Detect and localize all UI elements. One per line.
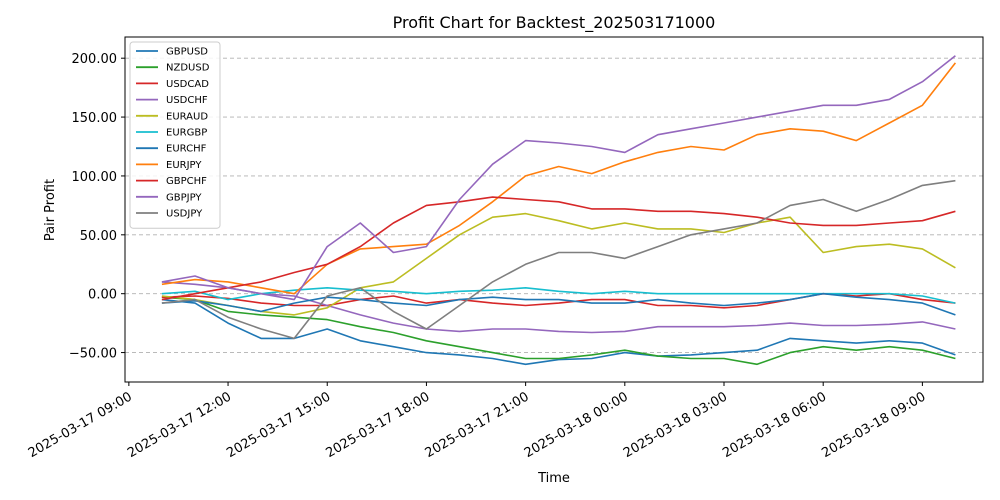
legend-label: GBPUSD <box>166 47 208 58</box>
series-layer <box>161 55 957 366</box>
legend: GBPUSD NZDUSD USDCAD USDCHF EURAUD EURGBP EURC… <box>129 41 221 229</box>
y-tick-label: −50.00 <box>69 347 117 362</box>
y-tick-label: 0.00 <box>88 288 117 303</box>
series-line-gbpjpy <box>161 55 956 301</box>
series-line-eurchf <box>161 292 956 316</box>
series-line-usdchf <box>161 281 956 334</box>
legend-label: GBPCHF <box>166 176 207 187</box>
y-tick-label: 50.00 <box>80 229 117 244</box>
series-line-gbpchf <box>161 196 956 301</box>
y-axis: −50.00 0.00 50.00 100.00 150.00 200.00 <box>69 52 125 362</box>
legend-label: USDCHF <box>166 95 208 106</box>
y-tick-label: 100.00 <box>72 170 118 185</box>
series-line-nzdusd <box>161 296 956 366</box>
legend-label: GBPJPY <box>166 192 202 203</box>
y-tick-label: 150.00 <box>72 111 118 126</box>
plot-frame <box>124 36 984 383</box>
legend-label: EURJPY <box>166 160 202 171</box>
legend-box <box>129 41 221 229</box>
series-line-euraud <box>161 212 956 316</box>
legend-label: EURCHF <box>166 144 207 155</box>
legend-label: USDCAD <box>166 79 209 90</box>
legend-label: NZDUSD <box>166 63 210 74</box>
chart-title: Profit Chart for Backtest_202503171000 <box>393 13 716 33</box>
legend-label: USDJPY <box>166 209 203 220</box>
series-line-usdjpy <box>161 179 956 340</box>
legend-label: EURAUD <box>166 111 208 122</box>
x-axis-title: Time <box>537 471 570 486</box>
series-line-eurjpy <box>161 62 957 295</box>
legend-label: EURGBP <box>166 128 207 139</box>
y-axis-title: Pair Profit <box>43 179 58 241</box>
y-tick-label: 200.00 <box>72 52 118 67</box>
